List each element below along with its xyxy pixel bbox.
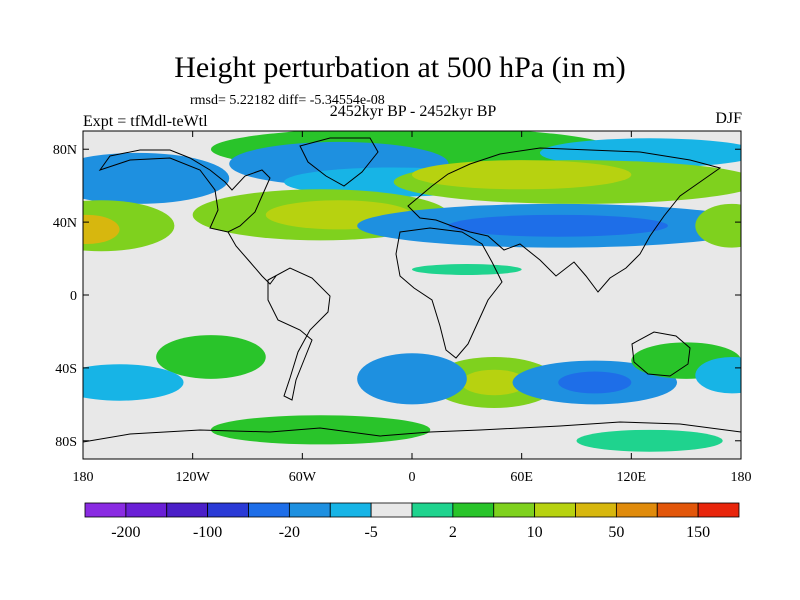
contour-region (558, 371, 632, 394)
contour-region (695, 356, 741, 394)
colorbar-label: 150 (686, 524, 710, 541)
colorbar-swatch (166, 502, 209, 518)
colorbar-swatch (493, 502, 536, 518)
colorbar-swatch (697, 502, 740, 518)
coastline-north-america (98, 149, 271, 233)
colorbar-swatch (575, 502, 617, 518)
lat-tick-label: 80S (55, 435, 77, 450)
colorbar-swatch (452, 502, 495, 518)
contour-region (461, 369, 528, 396)
coastline-central-america (227, 231, 277, 285)
coastline-antarctica (83, 421, 741, 443)
lon-tick-label: 60W (289, 470, 317, 485)
colorbar-label: 2 (449, 524, 457, 541)
colorbar-swatch (84, 502, 127, 518)
colorbar-label: -5 (364, 524, 377, 541)
colorbar-swatch (411, 502, 454, 518)
coastline-africa (395, 227, 503, 359)
map-axes: 80N 40N 0 40S 80S 180 120W 60W 0 60E 120E 180 (53, 131, 752, 485)
contour-region (156, 335, 266, 379)
contour-region (83, 152, 230, 204)
lat-tick-label: 40S (55, 362, 77, 377)
lon-tick-label: 120E (617, 470, 647, 485)
colorbar-swatch (370, 502, 413, 518)
colorbar-swatch (615, 502, 658, 518)
colorbar-swatch (288, 502, 331, 518)
rmsd-diff-stats: rmsd= 5.22182 diff= -5.34554e-08 (190, 93, 385, 108)
contour-region (576, 429, 723, 452)
contour-region (83, 214, 120, 244)
colorbar: -200 -100 -20 -5 2 10 50 150 (84, 502, 740, 541)
map-title: Height perturbation at 500 hPa (in m) (174, 51, 626, 84)
colorbar-swatch (534, 502, 576, 518)
colorbar-label: -100 (193, 524, 222, 541)
colorbar-label: 10 (527, 524, 543, 541)
colorbar-swatch (125, 502, 168, 518)
contour-region (357, 353, 467, 405)
lat-tick-label: 80N (53, 143, 77, 158)
coastline-greenland (299, 137, 379, 187)
contour-field (83, 131, 741, 452)
lat-tick-label: 40N (53, 216, 77, 231)
colorbar-swatch (248, 502, 290, 518)
lon-tick-label: 180 (731, 470, 752, 485)
lon-tick-label: 180 (73, 470, 94, 485)
colorbar-swatch (656, 502, 699, 518)
colorbar-label: -200 (111, 524, 140, 541)
lon-tick-label: 0 (409, 470, 416, 485)
season-label: DJF (715, 110, 742, 127)
coastline-south-america (267, 267, 331, 401)
lon-tick-label: 120W (176, 470, 211, 485)
contour-region (210, 415, 431, 445)
coastline-australia (631, 331, 691, 377)
coastlines (83, 137, 741, 443)
contour-region (83, 364, 184, 401)
time-period-label: 2452kyr BP - 2452kyr BP (329, 103, 497, 120)
colorbar-label: 50 (608, 524, 624, 541)
contour-region (695, 203, 741, 248)
contour-region (412, 160, 632, 190)
colorbar-swatch (329, 502, 372, 518)
experiment-label: Expt = tfMdl-teWtl (83, 113, 208, 130)
lon-tick-label: 60E (510, 470, 533, 485)
contour-region (448, 214, 668, 237)
lat-tick-label: 0 (70, 289, 77, 304)
coastline-eurasia (407, 147, 722, 293)
contour-region (412, 264, 522, 275)
colorbar-label: -20 (279, 524, 300, 541)
colorbar-swatch (207, 502, 249, 518)
